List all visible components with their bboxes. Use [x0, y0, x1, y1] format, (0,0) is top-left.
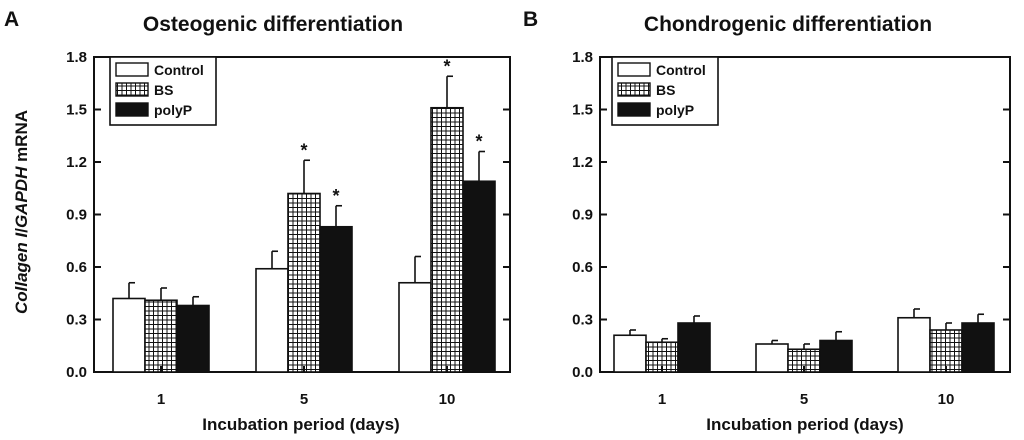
legend-swatch-bs: [617, 82, 651, 97]
x-tick-label: 5: [800, 391, 808, 408]
panel-b-plot: 0.0 0.3 0.6 0.9 1.2 1.5 1.8 1 5 10 Control BS polyP: [572, 49, 1011, 408]
bar-polyp-day-10: [961, 322, 995, 373]
legend-label-polyp: polyP: [656, 102, 694, 118]
y-tick-label: 0.3: [66, 312, 87, 329]
panel-b-title: Chondrogenic differentiation: [644, 13, 932, 36]
y-tick-label: 0.0: [66, 364, 87, 381]
significance-star: *: [475, 132, 482, 152]
y-tick-label: 1.2: [66, 154, 87, 171]
bar-bs-day-1: [144, 299, 178, 373]
bar-bs-day-10: [929, 329, 963, 373]
legend-label-bs: BS: [656, 82, 675, 98]
bar-polyp-day-5: [319, 225, 353, 373]
legend-label-bs: BS: [154, 82, 173, 98]
bar-bs-day-5: [287, 192, 321, 373]
legend-swatch-polyp: [617, 102, 651, 117]
panel-a-ylabel: Collagen I/GAPDH mRNA: [12, 110, 31, 314]
y-tick-label: 0.6: [572, 259, 593, 276]
y-tick-label: 1.5: [66, 102, 87, 119]
legend-swatch-bs: [115, 82, 149, 97]
bar-control-day-5: [755, 343, 789, 373]
bar-control-day-1: [112, 297, 146, 373]
x-tick-label: 5: [300, 391, 308, 408]
significance-star: *: [443, 56, 450, 76]
bar-control-day-1: [613, 334, 647, 373]
bar-polyp-day-5: [819, 339, 853, 373]
panel-a-plot: 0.0 0.3 0.6 0.9 1.2 1.5 1.8 1 * * 5 * * 10 Control BS po…: [66, 49, 511, 408]
y-tick-label: 1.2: [572, 154, 593, 171]
ylabel-gapdh: GAPDH: [12, 166, 31, 228]
ylabel-collagen: Collagen I: [12, 232, 31, 315]
panel-b-letter: B: [523, 8, 538, 31]
bar-polyp-day-1: [176, 304, 210, 373]
legend-swatch-polyp: [115, 102, 149, 117]
ylabel-mrna: mRNA: [12, 110, 31, 167]
legend-label-control: Control: [154, 62, 204, 78]
bar-polyp-day-10: [462, 180, 496, 373]
panel-a-title: Osteogenic differentiation: [143, 13, 403, 36]
legend-label-control: Control: [656, 62, 706, 78]
bar-bs-day-10: [430, 106, 464, 373]
x-tick-label: 10: [938, 391, 955, 408]
bar-control-day-10: [897, 316, 931, 373]
significance-star: *: [300, 140, 307, 160]
legend-swatch-control: [115, 62, 149, 77]
bar-polyp-day-1: [677, 322, 711, 373]
y-tick-label: 1.5: [572, 102, 593, 119]
y-tick-label: 1.8: [572, 49, 593, 66]
ylabel-slash: /: [12, 228, 31, 233]
legend: Control BS polyP: [611, 56, 719, 126]
y-tick-label: 0.6: [66, 259, 87, 276]
x-tick-label: 10: [439, 391, 456, 408]
panel-b-xlabel: Incubation period (days): [706, 415, 903, 434]
y-tick-label: 0.0: [572, 364, 593, 381]
y-tick-label: 1.8: [66, 49, 87, 66]
x-tick-label: 1: [157, 391, 165, 408]
significance-star: *: [332, 186, 339, 206]
panel-a-xlabel: Incubation period (days): [202, 415, 399, 434]
y-tick-label: 0.9: [66, 207, 87, 224]
bar-control-day-10: [398, 281, 432, 373]
panel-a-letter: A: [4, 8, 19, 31]
legend: Control BS polyP: [109, 56, 217, 126]
legend-swatch-control: [617, 62, 651, 77]
y-tick-label: 0.3: [572, 312, 593, 329]
legend-label-polyp: polyP: [154, 102, 192, 118]
bar-control-day-5: [255, 267, 289, 373]
y-tick-label: 0.9: [572, 207, 593, 224]
x-tick-label: 1: [658, 391, 666, 408]
